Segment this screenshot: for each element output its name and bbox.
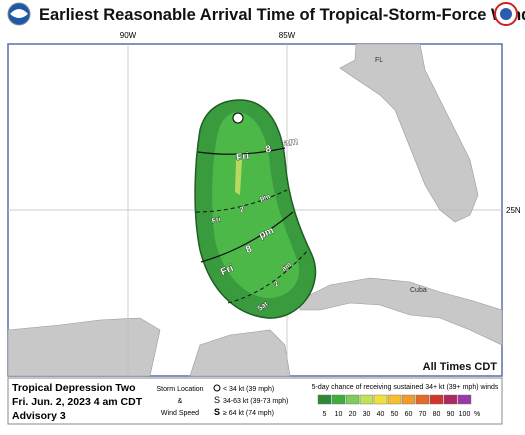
- yucatan: [189, 329, 291, 377]
- title: Earliest Reasonable Arrival Time of Trop…: [39, 6, 525, 24]
- time-label: Fri: [211, 216, 221, 225]
- wind-swath-core: [235, 160, 242, 195]
- scale-swatch: [373, 394, 388, 405]
- scale-swatch: [415, 394, 430, 405]
- time-label: pm: [259, 193, 271, 202]
- scale-swatch: [317, 394, 332, 405]
- symbols-title: &: [178, 398, 183, 405]
- scale-title: 5-day chance of receiving sustained 34+ …: [312, 384, 499, 391]
- time-line: [195, 189, 288, 213]
- scale-swatch: [359, 394, 374, 405]
- map: Fri 8 am Fri 2 pm Fri 8 pm Sat 2 am FL C…: [7, 43, 503, 377]
- scale-label: 50: [391, 411, 399, 418]
- florida: [339, 43, 479, 223]
- time-label: 2: [273, 280, 280, 288]
- symbol-hu: S: [214, 407, 220, 417]
- storm-location: [232, 112, 244, 124]
- time-label: 8: [265, 144, 272, 156]
- symbol-label: < 34 kt (39 mph): [223, 386, 274, 393]
- scale-label: 100: [459, 411, 471, 418]
- time-label: Fri: [219, 263, 235, 278]
- scale-label: 70: [419, 411, 427, 418]
- scale-label: 60: [405, 411, 413, 418]
- symbol-label: ≥ 64 kt (74 mph): [223, 410, 274, 417]
- time-label: 2: [239, 206, 245, 214]
- symbols-title: Storm Location: [156, 386, 203, 393]
- scale-label: 5: [323, 411, 327, 418]
- scale-label: 30: [363, 411, 371, 418]
- symbol-label: 34-63 kt (39-73 mph): [223, 398, 288, 405]
- place-label: FL: [375, 57, 383, 64]
- wind-swath-inner: [212, 112, 300, 299]
- time-label: am: [283, 136, 299, 149]
- place-label: Cuba: [410, 287, 427, 294]
- scale-label: 10: [335, 411, 343, 418]
- mexico: [7, 317, 161, 377]
- scale-swatch: [387, 394, 402, 405]
- storm-name: Tropical Depression Two: [12, 382, 136, 394]
- color-scale: 5 10 20 30 40 50 60 70 80 90 100%: [317, 394, 480, 418]
- time-line: [197, 147, 286, 155]
- advisory-time: Fri. Jun. 2, 2023 4 am CDT: [12, 396, 143, 408]
- scale-label: 80: [433, 411, 441, 418]
- scale-label: 40: [377, 411, 385, 418]
- scale-swatch: [401, 394, 416, 405]
- advisory-number: Advisory 3: [12, 410, 66, 422]
- symbol-td: [213, 384, 221, 392]
- lon-label: 90W: [120, 31, 137, 40]
- time-label: Fri: [236, 151, 250, 164]
- scale-swatch: [345, 394, 360, 405]
- time-label: 8: [244, 243, 254, 255]
- nws-logo-center: [500, 8, 512, 20]
- scale-swatch: [443, 394, 458, 405]
- symbols-title: Wind Speed: [161, 410, 199, 417]
- scale-swatch: [429, 394, 444, 405]
- scale-label: 90: [447, 411, 455, 418]
- symbol-ts: S: [214, 395, 220, 405]
- scale-label: 20: [349, 411, 357, 418]
- noaa-logo-bird: [10, 9, 28, 18]
- lat-label: 25N: [506, 206, 521, 215]
- scale-swatch: [331, 394, 346, 405]
- scale-unit: %: [474, 411, 480, 418]
- time-line: [227, 249, 309, 304]
- time-line: [200, 211, 294, 263]
- scale-swatch: [457, 394, 472, 405]
- cuba: [299, 277, 503, 346]
- lon-label: 85W: [279, 31, 296, 40]
- time-note: All Times CDT: [423, 361, 498, 373]
